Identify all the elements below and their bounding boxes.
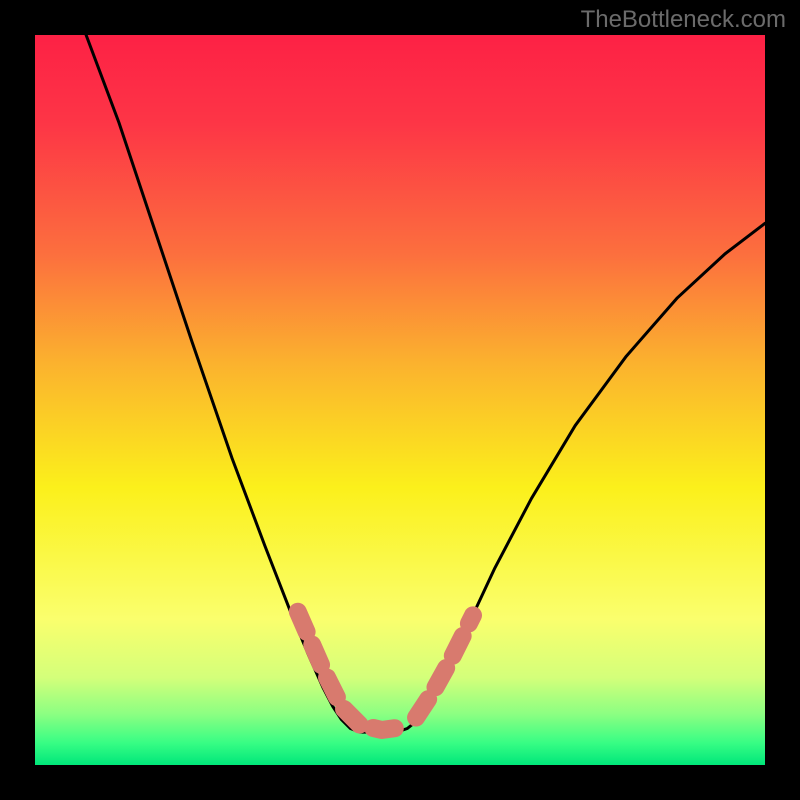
highlight-segment-1	[416, 615, 473, 717]
plot-area	[35, 35, 765, 765]
curve-layer	[35, 35, 765, 765]
chart-frame: TheBottleneck.com	[0, 0, 800, 800]
highlight-segment-0	[298, 612, 404, 730]
highlight-group	[298, 612, 473, 730]
bottleneck-curve	[86, 35, 765, 732]
watermark-text: TheBottleneck.com	[581, 6, 786, 34]
